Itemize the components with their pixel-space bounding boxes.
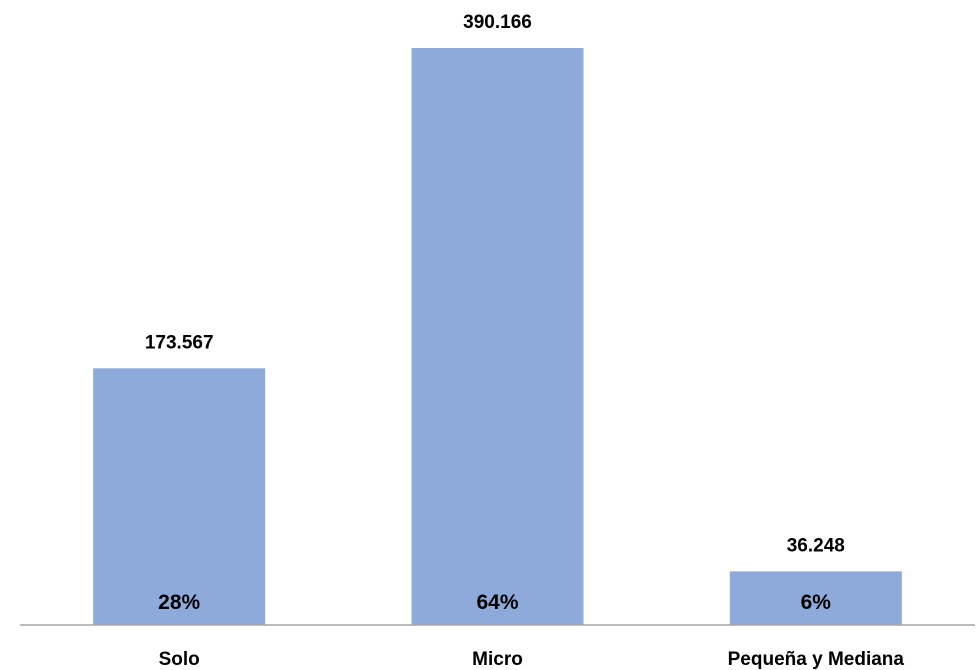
bar-micro bbox=[411, 48, 584, 625]
labels-group: 173.567 28% Solo 390.166 64% Micro 36.248 6% Peq… bbox=[145, 12, 905, 670]
bar-solo bbox=[93, 368, 266, 625]
percent-label: 28% bbox=[158, 591, 200, 614]
percent-label: 6% bbox=[801, 591, 832, 614]
value-label: 36.248 bbox=[787, 535, 845, 556]
category-label: Solo bbox=[159, 649, 200, 670]
value-label: 173.567 bbox=[145, 332, 214, 353]
percent-label: 64% bbox=[476, 591, 518, 614]
bar-pequeña-y-mediana bbox=[729, 571, 902, 625]
value-label: 390.166 bbox=[463, 12, 532, 33]
category-label: Pequeña y Mediana bbox=[728, 649, 905, 670]
category-label: Micro bbox=[472, 649, 523, 670]
bars-group bbox=[93, 48, 902, 625]
